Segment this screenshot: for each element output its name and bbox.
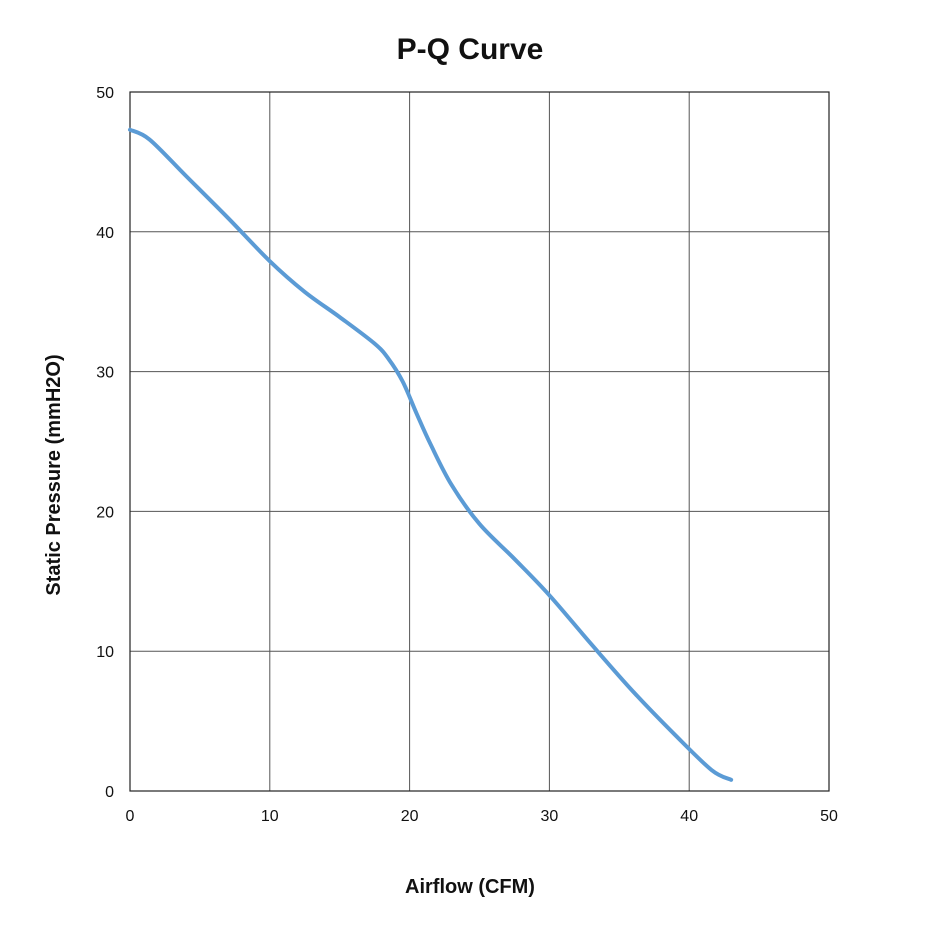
series-layer — [128, 127, 734, 782]
x-tick-label: 50 — [820, 808, 838, 825]
y-tick-label: 30 — [96, 365, 114, 382]
x-tick-label: 40 — [680, 808, 698, 825]
x-tick-label: 0 — [126, 808, 135, 825]
x-tick-label: 10 — [261, 808, 279, 825]
x-tick-label: 20 — [401, 808, 419, 825]
y-tick-label: 40 — [96, 225, 114, 242]
plot-frame — [129, 91, 830, 792]
y-tick-label: 20 — [96, 504, 114, 521]
y-axis-ticks: 0 10 20 30 40 50 — [96, 85, 114, 801]
y-tick-label: 10 — [96, 644, 114, 661]
x-axis-ticks: 0 10 20 30 40 50 — [126, 808, 838, 825]
x-axis-label: Airflow (CFM) — [405, 876, 535, 898]
y-axis-label: Static Pressure (mmH2O) — [43, 354, 65, 595]
grid — [129, 91, 830, 792]
y-tick-label: 50 — [96, 85, 114, 102]
x-tick-label: 30 — [541, 808, 559, 825]
series-line — [128, 127, 734, 782]
chart-title: P-Q Curve — [397, 33, 544, 66]
y-tick-label: 0 — [105, 784, 114, 801]
